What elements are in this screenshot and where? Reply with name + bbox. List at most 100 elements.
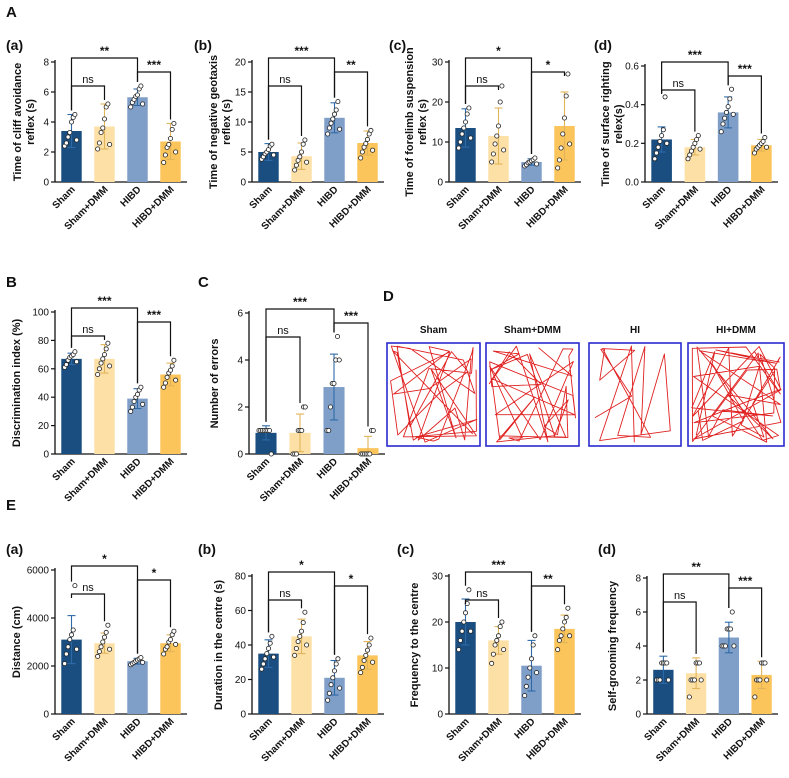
track-plots: Sham Sham+DMM HI HI+DMM bbox=[386, 325, 785, 447]
y-tick-label: 8 bbox=[635, 574, 641, 585]
bar-hibd-dmm bbox=[160, 643, 181, 714]
data-point bbox=[298, 149, 304, 155]
data-point bbox=[74, 359, 80, 365]
y-axis-label-line: reflex (s) bbox=[221, 99, 233, 145]
y-tick-label: 20 bbox=[235, 675, 247, 686]
data-point bbox=[657, 138, 663, 144]
data-point bbox=[534, 161, 540, 167]
sub-panel-label: (d) bbox=[594, 37, 612, 53]
significance-label: ns bbox=[277, 325, 289, 337]
data-point bbox=[161, 159, 167, 165]
category-label: HIBD bbox=[513, 184, 538, 209]
data-point bbox=[164, 644, 170, 650]
y-tick-label: 0 bbox=[240, 178, 246, 189]
data-point bbox=[299, 427, 305, 433]
significance-label: * bbox=[546, 58, 551, 72]
data-point bbox=[72, 112, 78, 118]
chart-A-d: (d)Time of surface rightingrelex(s)0.00.… bbox=[594, 37, 778, 232]
bar-hibd-dmm bbox=[357, 655, 378, 714]
category-label: HIBD bbox=[709, 184, 734, 209]
data-point bbox=[271, 654, 277, 660]
data-point bbox=[304, 159, 310, 165]
data-point bbox=[718, 129, 724, 135]
significance-label: ns bbox=[82, 74, 94, 86]
significance-bracket bbox=[70, 593, 106, 622]
y-tick-label: 100 bbox=[32, 308, 49, 319]
data-point bbox=[363, 652, 369, 658]
data-point bbox=[293, 162, 299, 168]
data-point bbox=[74, 137, 80, 143]
y-tick-label: 0 bbox=[437, 710, 443, 721]
y-axis-label: Duration in the centre (s) bbox=[213, 580, 225, 711]
data-point bbox=[302, 404, 308, 410]
significance-bracket bbox=[728, 587, 763, 658]
y-axis-label-line: relex(s) bbox=[613, 104, 625, 143]
y-tick-label: 0 bbox=[43, 178, 49, 189]
data-point bbox=[522, 693, 528, 699]
data-point bbox=[162, 380, 168, 386]
track-title: Sham bbox=[420, 325, 447, 336]
significance-label: * bbox=[349, 572, 354, 586]
data-point bbox=[462, 119, 468, 125]
data-point bbox=[333, 661, 339, 667]
significance-label: *** bbox=[293, 295, 307, 309]
data-point bbox=[366, 642, 372, 648]
y-tick-label: 4 bbox=[635, 642, 641, 653]
data-point bbox=[368, 635, 374, 641]
data-point bbox=[335, 333, 341, 339]
data-point bbox=[328, 120, 334, 126]
data-point bbox=[302, 609, 308, 615]
data-point bbox=[461, 125, 467, 131]
significance-bracket bbox=[267, 599, 303, 633]
data-point bbox=[497, 99, 503, 105]
bar-sham bbox=[255, 432, 277, 454]
panel-label-D: D bbox=[383, 288, 394, 305]
y-axis-label: Distance (cm) bbox=[11, 606, 23, 678]
data-point bbox=[497, 624, 503, 630]
y-tick-label: 0 bbox=[635, 710, 641, 721]
data-point bbox=[62, 661, 68, 667]
data-point bbox=[657, 677, 663, 683]
data-point bbox=[653, 150, 659, 156]
significance-bracket bbox=[136, 71, 172, 120]
significance-label: ns bbox=[672, 78, 684, 90]
data-point bbox=[325, 131, 331, 137]
y-tick-label: 60 bbox=[38, 364, 50, 375]
data-point bbox=[100, 125, 106, 131]
chart-B: Discrimination index (%) 0 20 40 60 80 100 Sham… bbox=[11, 294, 187, 504]
bar-hibd bbox=[127, 97, 148, 182]
data-point bbox=[331, 380, 337, 386]
y-tick-label: 0 bbox=[240, 710, 246, 721]
data-point bbox=[492, 141, 498, 147]
significance-label: *** bbox=[688, 48, 702, 62]
data-point bbox=[265, 645, 271, 651]
data-point bbox=[138, 384, 144, 390]
y-tick-label: 80 bbox=[235, 572, 247, 583]
category-label: HIBD bbox=[513, 716, 538, 741]
data-point bbox=[698, 677, 704, 683]
significance-label: ns bbox=[674, 590, 686, 602]
data-point bbox=[459, 628, 465, 634]
y-tick-label: 80 bbox=[38, 336, 50, 347]
data-point bbox=[567, 141, 573, 147]
data-point bbox=[171, 628, 177, 634]
data-point bbox=[729, 609, 735, 615]
sub-panel-label: (c) bbox=[389, 37, 406, 53]
data-point bbox=[728, 626, 734, 632]
data-point bbox=[494, 133, 500, 139]
y-tick-label: 30 bbox=[432, 572, 444, 583]
sub-panel-label: (d) bbox=[598, 541, 616, 557]
y-tick-label: 4 bbox=[43, 118, 49, 129]
bar-hibd bbox=[323, 387, 345, 454]
data-point bbox=[96, 649, 102, 655]
data-point bbox=[72, 583, 78, 589]
data-point bbox=[335, 656, 341, 662]
y-tick-label: 6 bbox=[43, 88, 49, 99]
y-tick-label: 20 bbox=[432, 98, 444, 109]
data-point bbox=[337, 126, 343, 132]
y-tick-label: 4 bbox=[237, 356, 243, 367]
data-point bbox=[655, 144, 661, 150]
significance-label: *** bbox=[97, 294, 111, 308]
data-point bbox=[562, 619, 568, 625]
data-point bbox=[167, 135, 173, 141]
